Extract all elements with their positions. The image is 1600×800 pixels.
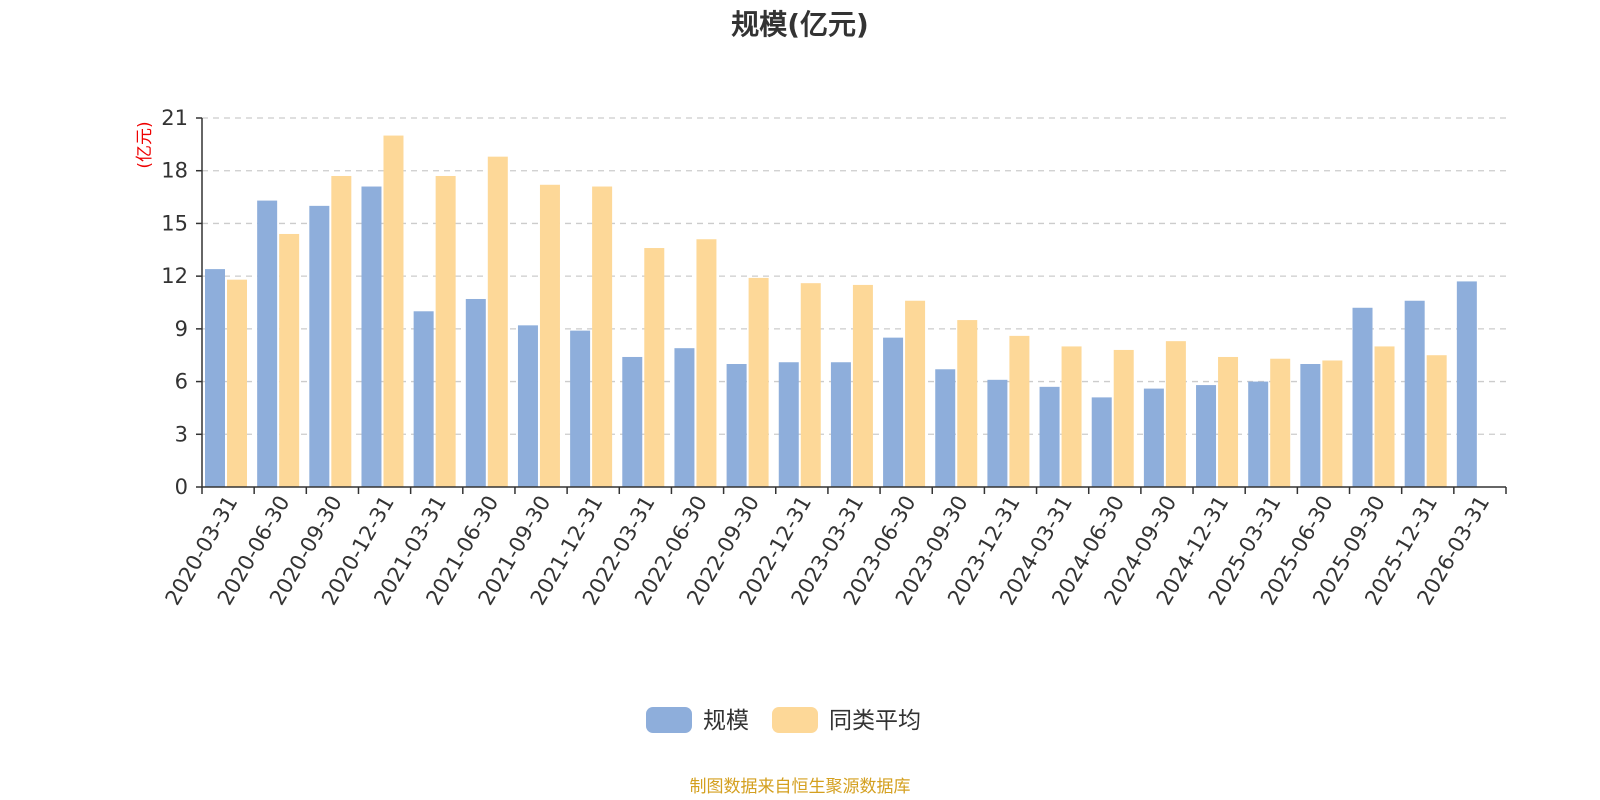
bar-scale	[935, 369, 956, 487]
y-tick-label: 6	[175, 370, 188, 394]
bar-scale	[361, 186, 382, 487]
bar-scale	[413, 311, 434, 487]
bar-peer-average	[1218, 356, 1239, 487]
source-note: 制图数据来自恒生聚源数据库	[690, 777, 911, 797]
y-tick-labels: 0 3 6 9 12 15 18 21	[161, 106, 202, 499]
axes	[201, 118, 1507, 494]
bar-scale	[309, 205, 330, 487]
bar-peer-average	[1270, 358, 1291, 487]
bar-peer-average	[539, 184, 560, 487]
y-tick-label: 15	[161, 211, 188, 235]
bar-peer-average	[644, 248, 665, 487]
bar-peer-average	[957, 320, 978, 487]
legend: 规模 同类平均	[646, 707, 921, 734]
bar-peer-average	[279, 233, 300, 487]
bar-scale	[726, 364, 747, 487]
y-tick-label: 12	[161, 264, 188, 288]
bar-peer-average	[1113, 349, 1134, 487]
bar-peer-average	[227, 279, 247, 487]
bar-scale	[1091, 397, 1112, 487]
bar-scale	[1404, 300, 1425, 487]
bar-scale	[465, 298, 486, 487]
y-tick-label: 9	[175, 317, 188, 341]
bar-peer-average	[1165, 341, 1186, 487]
y-tick-label: 21	[161, 106, 188, 130]
bar-peer-average	[800, 283, 821, 487]
legend-label: 同类平均	[829, 708, 921, 734]
bar-scale	[1196, 385, 1217, 487]
bar-scale	[883, 337, 904, 487]
bar-scale	[987, 379, 1008, 487]
bar-scale	[257, 200, 278, 488]
bar-scale	[1248, 381, 1269, 487]
bar-scale	[622, 356, 643, 487]
bar-scale	[674, 348, 695, 487]
bar-peer-average	[487, 156, 508, 487]
bar-scale	[1456, 281, 1477, 487]
bars	[205, 135, 1477, 488]
bar-scale	[1352, 307, 1373, 487]
bar-peer-average	[748, 277, 769, 487]
bar-peer-average	[331, 175, 352, 487]
bar-peer-average	[905, 300, 926, 487]
bar-scale	[1039, 386, 1060, 487]
bar-scale	[517, 325, 538, 487]
bar-peer-average	[1374, 346, 1395, 487]
bar-scale	[778, 362, 799, 487]
bar-peer-average	[1426, 355, 1447, 487]
bar-peer-average	[435, 175, 456, 487]
bar-scale	[205, 269, 225, 487]
chart-title: 规模(亿元)	[731, 8, 869, 41]
y-tick-label: 0	[175, 475, 188, 499]
y-axis-unit-label: (亿元)	[135, 121, 155, 168]
legend-label: 规模	[703, 708, 749, 734]
bar-scale	[1143, 388, 1164, 487]
bar-scale	[570, 330, 591, 487]
bar-peer-average	[1322, 360, 1343, 487]
bar-peer-average	[1061, 346, 1082, 487]
y-tick-label: 18	[161, 159, 188, 183]
bar-peer-average	[696, 239, 717, 487]
bar-peer-average	[1009, 335, 1030, 487]
legend-swatch	[772, 707, 818, 733]
bar-scale	[830, 362, 851, 487]
bar-scale	[1300, 364, 1321, 487]
bar-peer-average	[852, 284, 873, 487]
legend-swatch	[646, 707, 692, 733]
y-tick-label: 3	[175, 422, 188, 446]
x-tick-labels: 2020-03-312020-06-302020-09-302020-12-31…	[161, 492, 1495, 610]
bar-peer-average	[383, 135, 404, 488]
bar-peer-average	[592, 186, 613, 487]
